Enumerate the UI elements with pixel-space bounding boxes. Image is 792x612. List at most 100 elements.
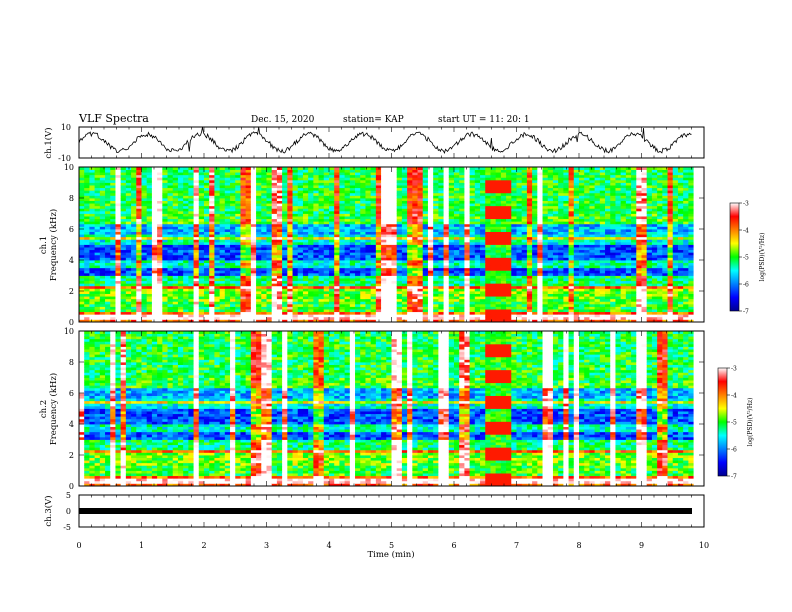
spectrogram-cell bbox=[427, 198, 434, 201]
spectrogram-cell bbox=[344, 231, 351, 235]
spectrogram-cell bbox=[204, 213, 210, 217]
spectrogram-cell bbox=[391, 223, 398, 227]
spectrogram-cell bbox=[318, 301, 325, 305]
spectrogram-cell bbox=[235, 262, 241, 266]
spectrogram-cell bbox=[500, 278, 507, 282]
spectrogram-cell bbox=[417, 218, 424, 222]
spectrogram-cell bbox=[459, 203, 465, 207]
spectrogram-cell bbox=[381, 262, 387, 266]
spectrogram-cell bbox=[422, 314, 429, 318]
spectrogram-cell bbox=[183, 303, 189, 307]
spectrogram-cell bbox=[381, 208, 387, 212]
spectrogram-cell bbox=[84, 174, 90, 178]
spectrogram-cell bbox=[422, 254, 429, 258]
spectrogram-cell bbox=[381, 306, 387, 310]
spectrogram-cell bbox=[219, 262, 226, 266]
spectrogram-cell bbox=[245, 288, 252, 292]
spectrogram-cell bbox=[146, 203, 153, 207]
spectrogram-cell bbox=[214, 167, 221, 170]
spectrogram-cell bbox=[381, 257, 387, 261]
spectrogram-cell bbox=[292, 319, 299, 323]
spectrogram-cell bbox=[79, 252, 85, 256]
spectrogram-cell bbox=[433, 185, 439, 189]
spectrogram-cell bbox=[308, 244, 314, 248]
spectrogram-cell bbox=[256, 254, 262, 258]
spectrogram-cell bbox=[214, 185, 221, 189]
spectrogram-cell bbox=[339, 260, 346, 263]
spectrogram-cell bbox=[448, 278, 455, 282]
spectrogram-cell bbox=[386, 309, 392, 313]
spectrogram-cell bbox=[474, 285, 481, 289]
spectrogram-cell bbox=[136, 309, 142, 313]
spectrogram-cell bbox=[183, 182, 189, 186]
spectrogram-cell bbox=[271, 296, 278, 300]
spectrogram-cell bbox=[417, 226, 424, 230]
spectrogram-cell bbox=[245, 167, 252, 170]
spectrogram-cell bbox=[276, 260, 283, 263]
spectrogram-cell bbox=[204, 190, 210, 194]
spectrogram-cell bbox=[167, 231, 174, 235]
spectrogram-cell bbox=[224, 185, 231, 189]
spectrogram-cell bbox=[495, 167, 502, 170]
spectrogram-cell bbox=[454, 303, 460, 307]
spectrogram-cell bbox=[115, 218, 122, 222]
spectrogram-cell bbox=[329, 252, 335, 256]
spectrogram-cell bbox=[84, 296, 90, 300]
spectrogram-cell bbox=[292, 247, 299, 251]
spectrogram-cell bbox=[396, 311, 403, 315]
spectrogram-cell bbox=[427, 275, 434, 279]
spectrogram-cell bbox=[469, 311, 476, 315]
spectrogram-cell bbox=[84, 291, 90, 294]
spectrogram-cell bbox=[193, 303, 200, 307]
spectrogram-cell bbox=[245, 174, 252, 178]
spectrogram-cell bbox=[391, 192, 398, 196]
spectrogram-cell bbox=[94, 226, 101, 230]
spectrogram-cell bbox=[339, 226, 346, 230]
spectrogram-cell bbox=[381, 205, 387, 209]
spectrogram-cell bbox=[407, 223, 413, 227]
spectrogram-cell bbox=[287, 208, 293, 212]
spectrogram-cell bbox=[391, 247, 398, 251]
spectrogram-cell bbox=[131, 314, 137, 318]
spectrogram-cell bbox=[427, 285, 434, 289]
spectrogram-cell bbox=[417, 174, 424, 178]
spectrogram-cell bbox=[167, 177, 174, 181]
spectrogram-cell bbox=[235, 187, 241, 191]
spectrogram-cell bbox=[146, 293, 153, 297]
spectrogram-cell bbox=[261, 218, 267, 222]
spectrogram-cell bbox=[209, 309, 215, 313]
spectrogram-cell bbox=[370, 280, 377, 284]
spectrogram-cell bbox=[162, 208, 168, 212]
spectrogram-cell bbox=[407, 185, 413, 189]
spectrogram-cell bbox=[313, 200, 319, 204]
spectrogram-cell bbox=[177, 260, 184, 263]
spectrogram-cell bbox=[266, 192, 273, 196]
spectrogram-cell bbox=[386, 192, 392, 196]
spectrogram-cell bbox=[292, 288, 299, 292]
spectrogram-cell bbox=[99, 195, 106, 199]
spectrogram-cell bbox=[396, 247, 403, 251]
spectrogram-cell bbox=[146, 185, 153, 189]
spectrogram-cell bbox=[391, 309, 398, 313]
spectrogram-cell bbox=[287, 231, 293, 235]
spectrogram-cell bbox=[334, 247, 340, 251]
spectrogram-cell bbox=[448, 283, 455, 287]
spectrogram-cell bbox=[323, 262, 330, 266]
spectrogram-cell bbox=[438, 213, 444, 217]
spectrogram-cell bbox=[412, 179, 418, 183]
spectrogram-cell bbox=[125, 275, 132, 279]
spectrogram-cell bbox=[256, 182, 262, 186]
spectrogram-cell bbox=[188, 236, 194, 240]
spectrogram-cell bbox=[365, 190, 372, 194]
spectrogram-cell bbox=[375, 260, 382, 263]
spectrogram-cell bbox=[204, 218, 210, 222]
spectrogram-cell bbox=[433, 280, 439, 284]
spectrogram-cell bbox=[230, 278, 236, 282]
spectrogram-cell bbox=[464, 239, 471, 243]
spectrogram-cell bbox=[417, 229, 424, 232]
spectrogram-cell bbox=[209, 278, 215, 282]
spectrogram-cell bbox=[198, 316, 205, 320]
spectrogram-cell bbox=[334, 185, 340, 189]
spectrogram-cell bbox=[318, 275, 325, 279]
spectrogram-cell bbox=[422, 226, 429, 230]
